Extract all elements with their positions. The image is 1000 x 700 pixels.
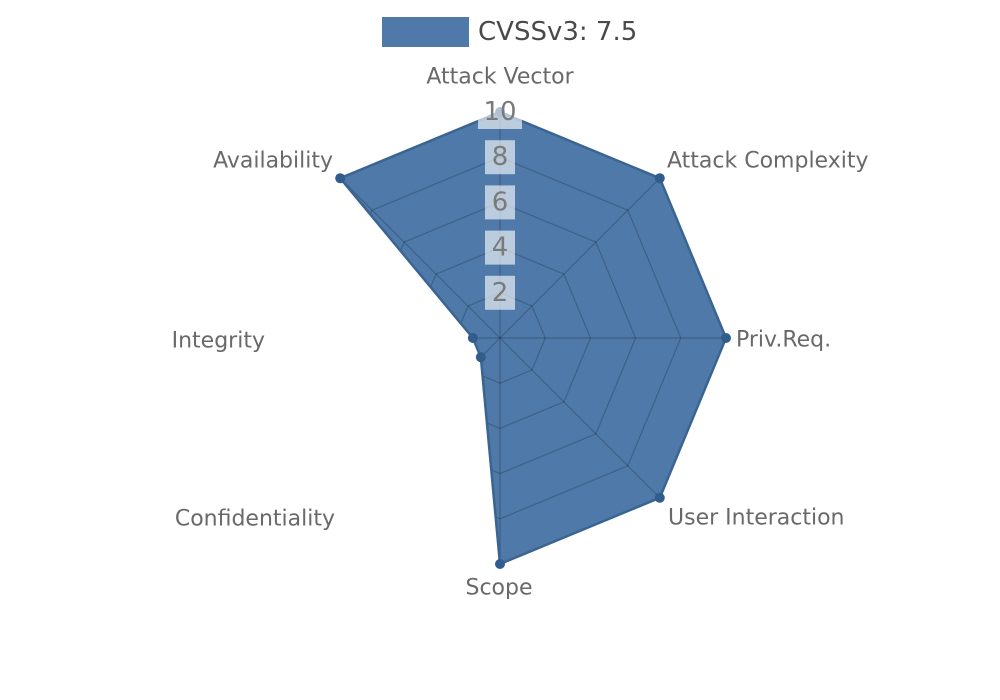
tick-label-10: 10: [483, 97, 516, 127]
axis-label-scope: Scope: [465, 576, 532, 601]
axis-label-attack-complexity: Attack Complexity: [667, 149, 868, 174]
grid-spoke-attack-complexity: [499, 177, 661, 339]
tick-label-bg-6: [485, 185, 515, 220]
grid-spoke-confidentiality: [340, 337, 501, 499]
grid-ring-2: [454, 292, 546, 384]
tick-label-bg-8: [485, 140, 515, 175]
tick-label-2: 2: [492, 278, 509, 308]
tick-label-bg-2: [485, 275, 515, 310]
axis-label-confidentiality: Confidentiality: [175, 507, 335, 532]
tick-label-bg-4: [485, 230, 515, 265]
series-area: [340, 112, 726, 564]
tick-6: 6: [485, 185, 515, 220]
axis-label-integrity: Integrity: [172, 329, 265, 354]
tick-label-4: 4: [492, 233, 509, 263]
tick-label-8: 8: [492, 142, 509, 172]
axis-label-priv-req: Priv.Req.: [736, 328, 831, 353]
tick-label-bg-10: [478, 95, 522, 129]
axis-label-availability: Availability: [213, 149, 333, 174]
data-point-integrity: [467, 333, 478, 343]
grid-spoke-user-interaction: [499, 337, 661, 499]
tick-8: 8: [485, 140, 515, 175]
tick-10: 10: [478, 95, 522, 129]
data-point-user-interaction: [654, 492, 665, 503]
axis-label-attack-vector: Attack Vector: [426, 65, 574, 90]
grid-spoke-availability: [340, 177, 501, 339]
data-point-availability: [335, 173, 346, 184]
data-point-attack-complexity: [654, 173, 665, 184]
axis-label-user-interaction: User Interaction: [668, 506, 845, 531]
data-point-scope: [495, 559, 505, 569]
tick-4: 4: [485, 230, 515, 265]
chart-legend: CVSSv3: 7.5: [382, 17, 637, 47]
tick-2: 2: [485, 275, 515, 310]
data-point-confidentiality: [475, 352, 486, 363]
tick-label-6: 6: [492, 187, 509, 217]
data-point-priv-req: [721, 333, 731, 343]
legend-label: CVSSv3: 7.5: [478, 17, 638, 47]
legend-swatch: [382, 17, 469, 47]
legend-item-cvssv3[interactable]: CVSSv3: 7.5: [382, 17, 637, 47]
